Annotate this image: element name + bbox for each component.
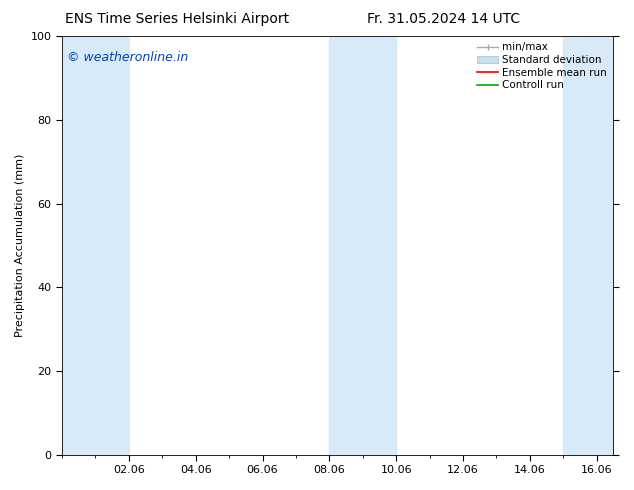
Text: ENS Time Series Helsinki Airport: ENS Time Series Helsinki Airport	[65, 12, 290, 26]
Bar	[329, 36, 396, 455]
Y-axis label: Precipitation Accumulation (mm): Precipitation Accumulation (mm)	[15, 154, 25, 337]
Text: © weatheronline.in: © weatheronline.in	[67, 51, 189, 64]
Bar	[564, 36, 614, 455]
Bar	[62, 36, 129, 455]
Legend: min/max, Standard deviation, Ensemble mean run, Controll run: min/max, Standard deviation, Ensemble me…	[474, 39, 611, 93]
Text: Fr. 31.05.2024 14 UTC: Fr. 31.05.2024 14 UTC	[367, 12, 521, 26]
